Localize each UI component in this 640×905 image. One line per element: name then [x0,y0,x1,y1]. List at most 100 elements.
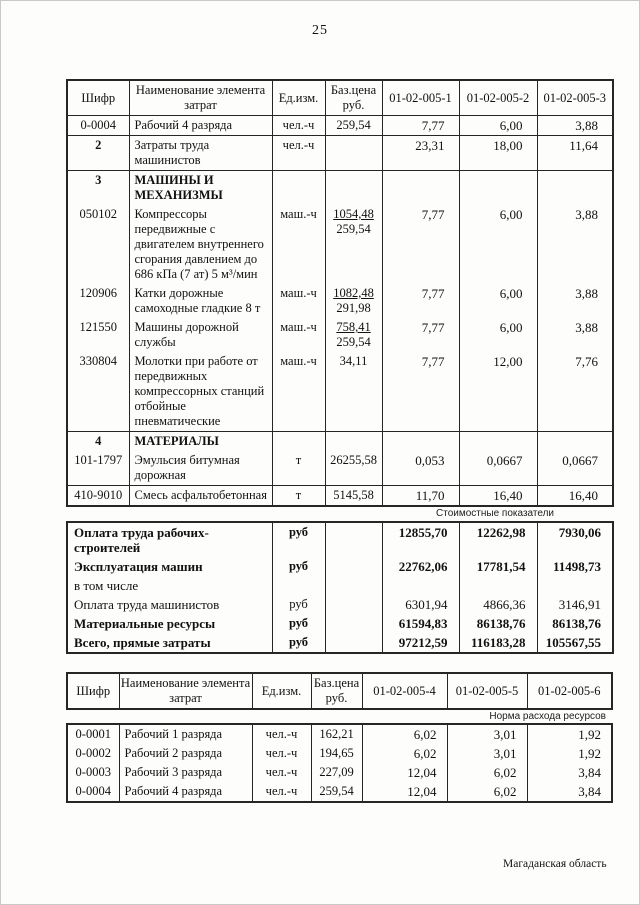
cell-unit: маш.-ч [271,205,326,284]
header-unit: Ед.изм. [271,80,326,116]
summary-label: Эксплуатация машин [66,557,273,576]
cell-name: Компрессоры передвижные с двигателем вну… [128,205,273,284]
cell-code: 0-0001 [66,724,120,744]
summary-unit: руб [271,614,326,633]
price-numerator: 1082,48 [333,286,374,300]
summary-row: в том числе [66,576,614,595]
summary-label: Материальные ресурсы [66,614,273,633]
summary-unit: руб [271,522,326,557]
cell-name: Молотки при работе от передвижных компре… [128,352,273,432]
cell-value-1: 7,77 [381,352,460,432]
cell-unit: чел.-ч [251,763,312,782]
cell-name: Смесь асфальтобетонная [128,485,273,506]
cell-value-2: 6,02 [446,763,528,782]
cost-table-1: Шифр Наименование элемента затрат Ед.изм… [66,79,614,507]
cell-base-price: 194,65 [310,744,363,763]
cell-base-price: 1082,48 291,98 [324,284,383,318]
summary-unit: руб [271,557,326,576]
cell-empty [324,557,383,576]
summary-value-1: 97212,59 [381,633,460,653]
cell-value-1: 11,70 [381,485,460,506]
summary-row-total: Всего, прямые затраты руб 97212,59 11618… [66,633,614,653]
table-row: 120906 Катки дорожные самоходные гладкие… [66,284,614,318]
cell-base-price: 34,11 [324,352,383,432]
cell-empty [324,170,383,205]
cell-empty [324,614,383,633]
cell-empty [324,595,383,614]
cell-unit: маш.-ч [271,352,326,432]
cell-value-3: 0,0667 [536,451,614,486]
summary-value-3: 7930,06 [536,522,614,557]
summary-value-1: 22762,06 [381,557,460,576]
cell-value-1: 7,77 [381,284,460,318]
cell-value-3: 3,88 [536,318,614,352]
table-row: 0-0002 Рабочий 2 разряда чел.-ч 194,65 6… [66,744,613,763]
summary-value-3: 11498,73 [536,557,614,576]
cell-unit: чел.-ч [251,744,312,763]
cell-base-price: 259,54 [324,115,383,136]
cell-unit: маш.-ч [271,284,326,318]
cell-unit: т [271,451,326,486]
cell-base-price: 758,41 259,54 [324,318,383,352]
cell-value-2: 3,01 [446,724,528,744]
cell-section-title: МАТЕРИАЛЫ [128,431,273,451]
table-row: 0-0003 Рабочий 3 разряда чел.-ч 227,09 1… [66,763,613,782]
summary-value-3: 86138,76 [536,614,614,633]
cell-name: Машины дорожной службы [128,318,273,352]
cell-unit: чел.-ч [271,115,326,136]
cell-unit: чел.-ч [271,135,326,171]
cell-empty [271,170,326,205]
summary-unit [271,576,326,595]
cell-empty [381,170,460,205]
header-name: Наименование элемента затрат [128,80,273,116]
cell-empty [324,576,383,595]
summary-value-3: 105567,55 [536,633,614,653]
cell-value-3: 1,92 [526,724,613,744]
page-number: 25 [312,23,328,38]
cell-code: 410-9010 [66,485,130,506]
table-row: 0-0004 Рабочий 4 разряда чел.-ч 259,54 7… [66,115,614,136]
summary-value-1 [381,576,460,595]
cell-code: 0-0002 [66,744,120,763]
cell-value-1: 7,77 [381,115,460,136]
table-header-row: Шифр Наименование элемента затрат Ед.изм… [66,80,614,116]
table-row: 0-0001 Рабочий 1 разряда чел.-ч 162,21 6… [66,724,613,744]
cost-summary-table: Оплата труда рабочих-строителей руб 1285… [66,521,614,654]
summary-label: Всего, прямые затраты [66,633,273,653]
cell-name: Рабочий 4 разряда [118,782,253,802]
summary-value-2: 12262,98 [458,522,538,557]
summary-label: Оплата труда машинистов [66,595,273,614]
table-row: 330804 Молотки при работе от передвижных… [66,352,614,432]
summary-value-1: 6301,94 [381,595,460,614]
cell-value-2: 6,02 [446,782,528,802]
cell-value-2: 12,00 [458,352,538,432]
cell-base-price: 5145,58 [324,485,383,506]
summary-value-2: 17781,54 [458,557,538,576]
cell-value-1: 12,04 [361,782,448,802]
cell-code: 050102 [66,205,130,284]
summary-unit: руб [271,595,326,614]
cell-unit: чел.-ч [251,782,312,802]
cell-value-1: 7,77 [381,205,460,284]
cell-name: Рабочий 4 разряда [128,115,273,136]
cell-value-1: 12,04 [361,763,448,782]
header-base-price: Баз.цена руб. [310,673,363,709]
cell-value-3: 3,84 [526,782,613,802]
summary-value-1: 61594,83 [381,614,460,633]
summary-value-3: 3146,91 [536,595,614,614]
cell-empty [381,431,460,451]
table-row: 2 Затраты труда машинистов чел.-ч 23,31 … [66,135,614,171]
cell-value-2: 0,0667 [458,451,538,486]
cell-empty [324,522,383,557]
cell-name: Рабочий 1 разряда [118,724,253,744]
cell-name: Катки дорожные самоходные гладкие 8 т [128,284,273,318]
price-denominator: 291,98 [336,301,371,315]
cell-empty [536,170,614,205]
cell-code: 121550 [66,318,130,352]
header-norm-5: 01-02-005-5 [446,673,528,709]
cell-code: 120906 [66,284,130,318]
table-row: 410-9010 Смесь асфальтобетонная т 5145,5… [66,485,614,506]
header-code: Шифр [66,673,120,709]
cell-value-2: 3,01 [446,744,528,763]
